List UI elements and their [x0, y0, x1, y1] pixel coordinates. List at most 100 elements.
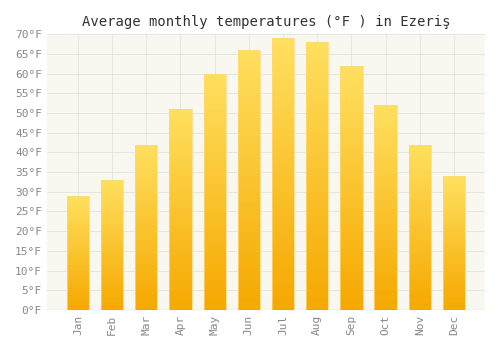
Bar: [204, 265, 226, 267]
Bar: [272, 190, 294, 193]
Bar: [340, 139, 362, 141]
Bar: [306, 157, 328, 160]
Bar: [408, 166, 431, 168]
Bar: [170, 199, 192, 202]
Bar: [408, 254, 431, 256]
Bar: [204, 81, 226, 83]
Bar: [443, 247, 465, 248]
Bar: [272, 52, 294, 55]
Bar: [204, 95, 226, 97]
Bar: [443, 278, 465, 279]
Bar: [340, 88, 362, 90]
Bar: [204, 182, 226, 185]
Bar: [101, 245, 123, 246]
Bar: [204, 163, 226, 166]
Bar: [238, 305, 260, 307]
Bar: [238, 76, 260, 79]
Bar: [67, 218, 89, 220]
Bar: [101, 203, 123, 205]
Bar: [306, 203, 328, 205]
Bar: [135, 173, 158, 174]
Bar: [67, 248, 89, 250]
Bar: [135, 166, 158, 168]
Bar: [272, 237, 294, 239]
Bar: [443, 260, 465, 262]
Bar: [238, 68, 260, 71]
Bar: [374, 173, 396, 175]
Bar: [340, 103, 362, 105]
Bar: [170, 149, 192, 151]
Bar: [306, 152, 328, 155]
Bar: [443, 216, 465, 218]
Bar: [374, 279, 396, 281]
Bar: [170, 141, 192, 143]
Bar: [272, 161, 294, 163]
Bar: [101, 273, 123, 275]
Bar: [238, 61, 260, 63]
Bar: [272, 223, 294, 226]
Bar: [306, 280, 328, 283]
Bar: [135, 186, 158, 188]
Bar: [374, 205, 396, 208]
Bar: [443, 202, 465, 203]
Bar: [135, 224, 158, 225]
Bar: [272, 188, 294, 190]
Bar: [67, 196, 89, 197]
Bar: [170, 288, 192, 290]
Bar: [135, 295, 158, 297]
Bar: [443, 176, 465, 310]
Bar: [135, 174, 158, 176]
Bar: [306, 240, 328, 243]
Bar: [306, 120, 328, 122]
Bar: [272, 193, 294, 196]
Bar: [101, 292, 123, 293]
Bar: [306, 251, 328, 254]
Bar: [135, 145, 158, 146]
Bar: [408, 293, 431, 295]
Bar: [443, 210, 465, 211]
Bar: [443, 268, 465, 270]
Bar: [101, 249, 123, 250]
Bar: [340, 124, 362, 127]
Bar: [408, 247, 431, 249]
Bar: [340, 110, 362, 112]
Bar: [340, 241, 362, 244]
Bar: [101, 266, 123, 267]
Bar: [340, 254, 362, 256]
Bar: [443, 256, 465, 258]
Bar: [204, 102, 226, 104]
Bar: [170, 300, 192, 302]
Bar: [443, 222, 465, 223]
Bar: [135, 245, 158, 247]
Bar: [374, 300, 396, 302]
Bar: [204, 192, 226, 194]
Bar: [374, 105, 396, 107]
Bar: [101, 223, 123, 224]
Bar: [443, 208, 465, 210]
Bar: [135, 146, 158, 148]
Bar: [374, 214, 396, 216]
Bar: [408, 149, 431, 151]
Bar: [67, 288, 89, 289]
Bar: [204, 208, 226, 211]
Bar: [374, 218, 396, 220]
Bar: [443, 244, 465, 246]
Bar: [374, 183, 396, 185]
Bar: [306, 304, 328, 307]
Bar: [306, 64, 328, 66]
Bar: [272, 44, 294, 47]
Bar: [170, 111, 192, 113]
Bar: [238, 92, 260, 94]
Bar: [340, 151, 362, 154]
Bar: [374, 246, 396, 248]
Bar: [101, 214, 123, 215]
Bar: [170, 252, 192, 254]
Bar: [374, 251, 396, 253]
Bar: [67, 206, 89, 207]
Bar: [306, 128, 328, 131]
Bar: [306, 77, 328, 80]
Bar: [374, 254, 396, 257]
Bar: [306, 200, 328, 203]
Bar: [408, 302, 431, 303]
Title: Average monthly temperatures (°F ) in Ezeriş: Average monthly temperatures (°F ) in Ez…: [82, 15, 450, 29]
